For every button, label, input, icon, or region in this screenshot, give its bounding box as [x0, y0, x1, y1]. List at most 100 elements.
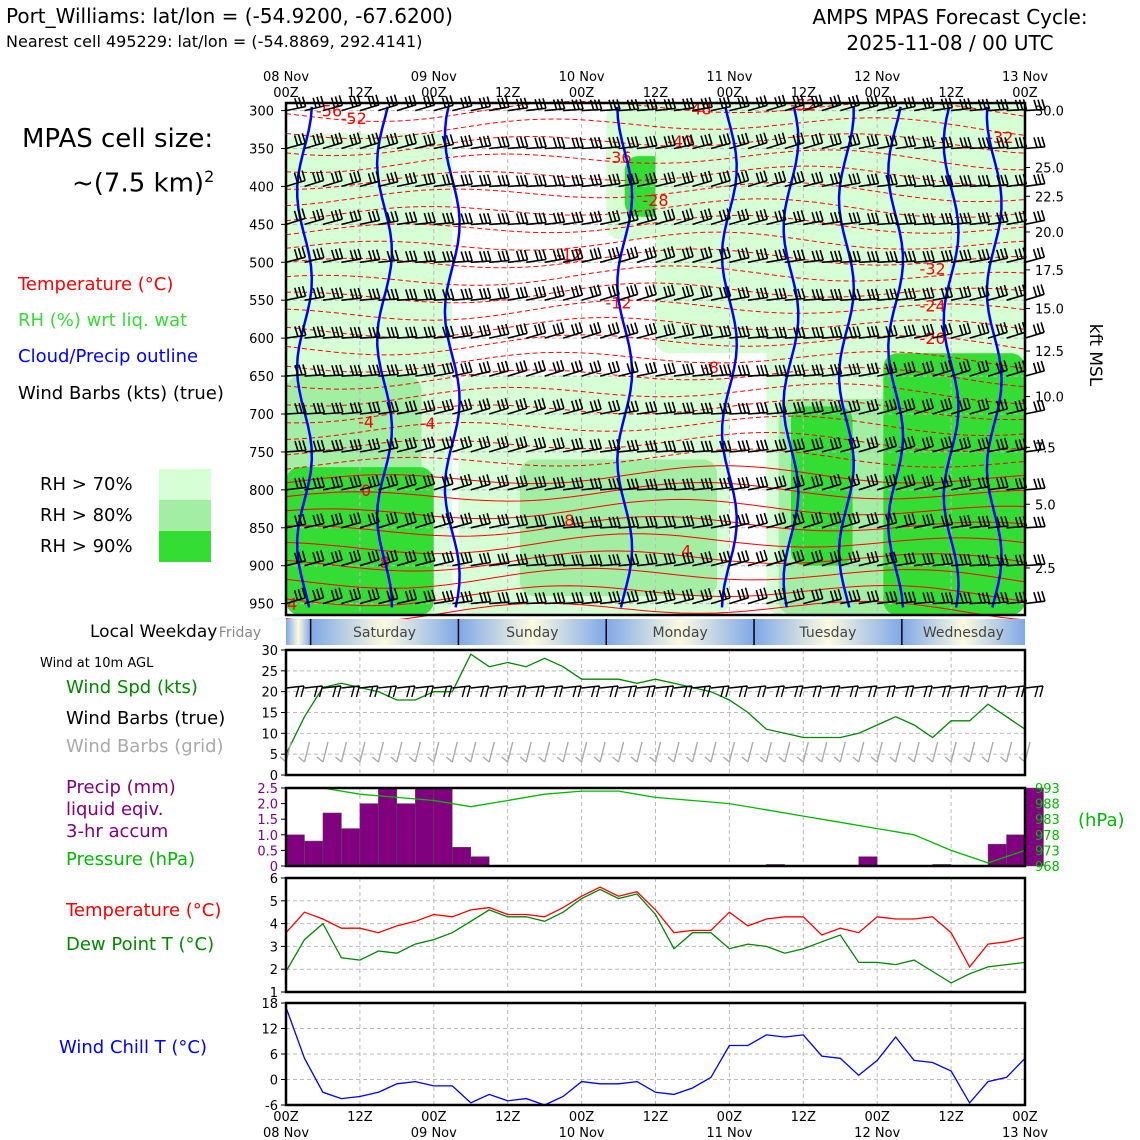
weekday-name: Tuesday: [798, 625, 856, 641]
surface-wind-barb: [433, 685, 453, 698]
wind-barb: [581, 360, 602, 377]
wind-barb: [858, 362, 880, 377]
wind-barb: [285, 325, 307, 339]
kft-tick-label: 2.5: [1035, 562, 1056, 577]
bottom-time-label: 12Z: [347, 1110, 373, 1125]
wind-barb: [285, 285, 307, 301]
wind-barb: [840, 436, 861, 453]
wind-barb: [544, 437, 565, 453]
wind-barb: [599, 360, 621, 377]
bottom-time-label: 12Z: [791, 1110, 817, 1125]
top-time-label: 12Z: [643, 86, 669, 101]
wind-barb: [322, 512, 344, 529]
wind-barb: [636, 440, 658, 453]
wind-barb: [563, 515, 584, 529]
wind-barb: [987, 247, 1009, 264]
legend-swatch-rh70: [159, 469, 211, 500]
wind-barb: [913, 435, 935, 453]
top-date-label: 13 Nov: [1002, 70, 1048, 85]
wind-barb: [655, 134, 676, 150]
wind-barb: [600, 590, 621, 605]
wind-barb: [636, 478, 658, 491]
wind-barb: [710, 440, 732, 453]
wind-barb: [858, 212, 880, 226]
wind-barb: [599, 246, 621, 264]
weekday-band: [286, 619, 311, 645]
windchill-line: [285, 1007, 1026, 1106]
wind-barb: [396, 549, 417, 567]
wind-barb: [341, 132, 362, 150]
grid-wind-barb: [981, 741, 994, 763]
wind-barb: [489, 323, 510, 339]
wind-barb: [359, 132, 380, 150]
top-time-label: 00Z: [421, 86, 447, 101]
wind-barb: [341, 209, 362, 226]
wind-barb: [618, 400, 640, 415]
wind-barb: [433, 512, 454, 529]
precip-tick-label: 1.5: [257, 813, 278, 828]
wind-barb: [433, 473, 454, 491]
wind-barb: [747, 512, 769, 529]
surface-wind-barb: [452, 685, 471, 698]
pressure-tick-label: 968: [1035, 860, 1060, 875]
wind-barb: [784, 401, 806, 415]
wind-barb: [950, 359, 971, 377]
wind-barb: [1024, 322, 1045, 339]
wind-barb: [563, 591, 584, 605]
wind-barb: [821, 588, 843, 605]
wind-barb: [766, 512, 787, 529]
wind-barb: [803, 326, 825, 339]
wind-barb: [840, 589, 861, 605]
temperature-contour-label: -40: [667, 132, 693, 151]
wind-barb: [895, 135, 917, 150]
wind-barb: [452, 473, 473, 491]
wind-barb: [729, 325, 751, 339]
wind-barb: [1024, 210, 1046, 226]
wind-barb: [636, 135, 658, 150]
wind-barb: [766, 287, 787, 301]
wind-barb: [729, 170, 750, 188]
wind-barb: [729, 208, 750, 226]
wind-barb: [932, 397, 953, 415]
wind-barb: [304, 208, 325, 226]
pressure-tick-label: 973: [1035, 844, 1060, 859]
surface-wind-barb: [378, 685, 398, 698]
wind-barb: [710, 550, 732, 567]
surface-wind-barb: [396, 685, 416, 698]
wind-barb: [803, 400, 824, 415]
grid-wind-barb: [612, 741, 625, 763]
grid-wind-barb: [482, 741, 495, 763]
pressure-tick-label: 988: [1035, 798, 1060, 813]
wind-barb: [729, 364, 751, 377]
surface-wind-barb: [710, 685, 730, 698]
wind-barb: [636, 401, 658, 415]
wind-barb: [636, 246, 657, 264]
wind-barb: [600, 553, 621, 567]
wind-barb: [766, 549, 787, 567]
wind-barb: [987, 515, 1009, 529]
wind-barb: [673, 134, 695, 150]
wind-barb: [396, 172, 418, 188]
wind-barb: [932, 436, 953, 453]
wind-barb: [784, 132, 805, 150]
wind-barb: [470, 474, 491, 491]
grid-wind-barb: [298, 741, 311, 763]
surface-wind-barb: [341, 685, 361, 698]
cross-section-frame: [284, 101, 1027, 617]
wind-barb: [452, 435, 473, 453]
wind-barb: [932, 136, 954, 150]
nearest-cell-label: Nearest cell 495229: lat/lon = (-54.8869…: [6, 32, 423, 51]
wind-barb: [378, 249, 400, 264]
precip-tick-label: 0: [270, 860, 278, 875]
wind-barb: [341, 326, 363, 339]
precip-tick-label: 2.5: [257, 782, 278, 797]
wind-barb: [452, 250, 473, 264]
surface-wind-barb: [987, 685, 1007, 698]
wind-barb: [378, 474, 399, 491]
rh90-region: [883, 353, 1025, 615]
temp-tick-label: 1: [270, 986, 278, 1001]
wind-barb: [987, 174, 1009, 188]
wind-barb: [341, 364, 363, 377]
wind-barb: [544, 322, 565, 339]
wind-barb: [766, 209, 787, 226]
